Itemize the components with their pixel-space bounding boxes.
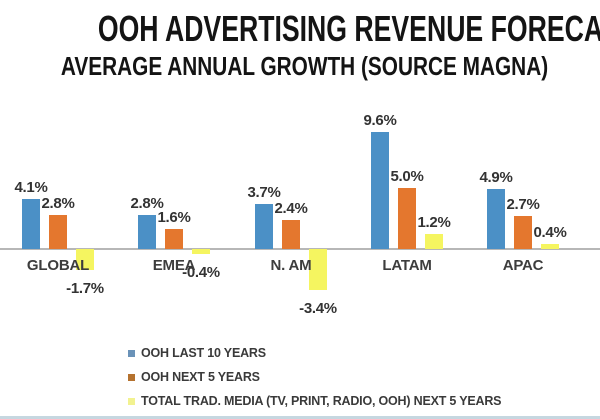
chart-subtitle-text: AVERAGE ANNUAL GROWTH (SOURCE MAGNA) [60,51,549,81]
value-label-latam-ooh-last-10-years: 9.6% [363,112,397,129]
category-label-emea: EMEA [152,257,196,274]
bar-latam-total-trad-media-tv [425,234,443,249]
value-label-emea-ooh-next-5-years: 1.6% [157,209,191,226]
category-label-n-am: N. AM [270,257,312,274]
bar-emea-total-trad-media-tv [192,249,210,254]
bar-global-ooh-last-10-years [22,199,40,249]
value-label-n-am-total-trad-media-tv: -3.4% [299,300,337,317]
bar-emea-ooh-last-10-years [138,215,156,249]
category-label-global: GLOBAL [26,257,90,274]
bar-global-total-trad-media-tv [76,249,94,270]
legend-swatch-yellow-icon [128,398,135,405]
value-label-apac-total-trad-media-tv: 0.4% [533,224,567,241]
legend: OOH LAST 10 YEARS OOH NEXT 5 YEARS TOTAL… [128,347,502,419]
bar-n-am-total-trad-media-tv [309,249,327,290]
bottom-edge-strip [0,416,600,419]
bar-apac-ooh-next-5-years [514,216,532,249]
value-label-global-total-trad-media-tv: -1.7% [66,280,104,297]
legend-item-total-trad-media: TOTAL TRAD. MEDIA (TV, PRINT, RADIO, OOH… [128,394,502,408]
value-label-n-am-ooh-next-5-years: 2.4% [274,200,308,217]
bar-latam-ooh-next-5-years [398,188,416,249]
legend-swatch-orange-icon [128,374,135,381]
value-label-latam-total-trad-media-tv: 1.2% [417,214,451,231]
bar-latam-ooh-last-10-years [371,132,389,249]
bar-global-ooh-next-5-years [49,215,67,249]
value-label-apac-ooh-last-10-years: 4.9% [479,169,513,186]
legend-item-ooh-last-10-years: OOH LAST 10 YEARS [128,347,501,360]
legend-swatch-blue-icon [128,350,135,357]
bar-emea-ooh-next-5-years [165,229,183,249]
bar-n-am-ooh-last-10-years [255,204,273,249]
bar-n-am-ooh-next-5-years [282,220,300,249]
x-axis-line [0,248,600,250]
legend-label: OOH LAST 10 YEARS [141,346,266,360]
value-label-emea-ooh-last-10-years: 2.8% [130,195,164,212]
chart-subtitle: AVERAGE ANNUAL GROWTH (SOURCE MAGNA) [0,52,600,81]
value-label-latam-ooh-next-5-years: 5.0% [390,168,424,185]
legend-item-ooh-next-5-years: OOH NEXT 5 YEARS [128,371,501,384]
value-label-apac-ooh-next-5-years: 2.7% [506,196,540,213]
value-label-global-ooh-next-5-years: 2.8% [41,195,75,212]
chart-title: OOH ADVERTISING REVENUE FORECASTS [0,9,600,49]
category-label-latam: LATAM [382,257,432,274]
value-label-emea-total-trad-media-tv: -0.4% [182,264,220,281]
bar-apac-total-trad-media-tv [541,244,559,249]
legend-label: TOTAL TRAD. MEDIA (TV, PRINT, RADIO, OOH… [141,394,502,408]
value-label-global-ooh-last-10-years: 4.1% [14,179,48,196]
chart-title-text: OOH ADVERTISING REVENUE FORECASTS [97,8,600,49]
value-label-n-am-ooh-last-10-years: 3.7% [247,184,281,201]
legend-label: OOH NEXT 5 YEARS [141,370,260,384]
category-label-apac: APAC [502,257,544,274]
bar-apac-ooh-last-10-years [487,189,505,249]
